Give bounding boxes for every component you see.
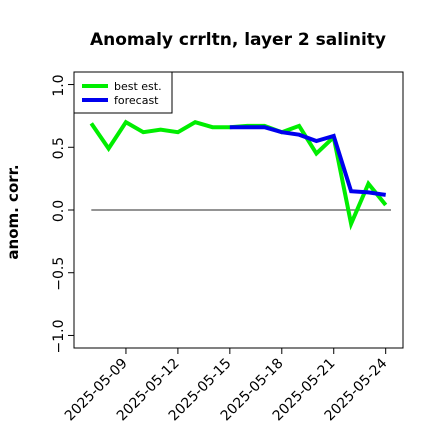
series-line-forecast xyxy=(229,125,386,197)
legend: best est.forecast xyxy=(73,71,173,114)
y-tick-label: 1.0 xyxy=(51,74,67,96)
y-tick-label: −0.5 xyxy=(51,257,67,291)
y-tick-label: 0.0 xyxy=(51,200,67,222)
plot-area xyxy=(89,119,391,231)
y-axis-label: anom. corr. xyxy=(4,164,22,259)
series-line-best-est xyxy=(89,119,388,231)
y-tick-label: −1.0 xyxy=(51,319,67,353)
legend-box xyxy=(73,71,173,114)
y-tick-label: 0.5 xyxy=(51,137,67,159)
chart-title: Anomaly crrltn, layer 2 salinity xyxy=(90,30,386,50)
legend-label: best est. xyxy=(114,80,162,93)
legend-label: forecast xyxy=(114,94,159,107)
